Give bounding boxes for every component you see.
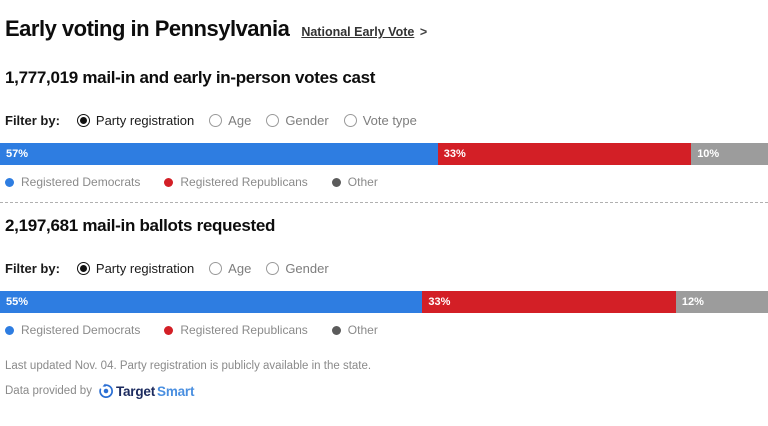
legend-label: Registered Democrats	[21, 323, 141, 337]
legend-item-democrats: Registered Democrats	[5, 323, 140, 337]
dashed-divider	[0, 202, 768, 203]
bar-segment-democrats: 55%	[0, 291, 423, 313]
last-updated-note: Last updated Nov. 04. Party registration…	[5, 360, 372, 372]
votes-cast-filter-row: Filter by: Party registration Age Gender…	[5, 113, 768, 128]
bar-segment-other: 10%	[691, 143, 768, 165]
filter-option-label: Age	[228, 113, 252, 128]
filter-option-label: Party registration	[95, 261, 195, 276]
filter-option-party-registration[interactable]: Party registration	[76, 113, 195, 128]
filter-option-label: Gender	[285, 113, 329, 128]
legend-item-republicans: Registered Republicans	[164, 323, 308, 337]
filter-option-label: Gender	[285, 261, 329, 276]
republican-dot-icon	[164, 177, 174, 187]
democrat-dot-icon	[5, 325, 14, 335]
provider-row: Data provided by Target Smart	[5, 383, 768, 399]
ballots-requested-legend: Registered Democrats Registered Republic…	[5, 323, 768, 337]
legend-label: Registered Democrats	[21, 175, 141, 189]
radio-icon	[343, 114, 357, 127]
legend-item-republicans: Registered Republicans	[164, 175, 308, 189]
header: Early voting in Pennsylvania National Ea…	[0, 0, 768, 42]
page-title: Early voting in Pennsylvania	[5, 16, 290, 41]
bar-segment-value: 12%	[681, 296, 704, 308]
filter-option-party-registration[interactable]: Party registration	[76, 261, 195, 276]
radio-icon	[209, 114, 223, 127]
legend-item-other: Other	[331, 323, 378, 337]
radio-icon	[76, 262, 90, 275]
ballots-requested-section: 2,197,681 mail-in ballots requested Filt…	[0, 216, 768, 337]
republican-dot-icon	[164, 325, 174, 335]
votes-cast-stacked-bar: 57% 33% 10%	[0, 143, 768, 165]
radio-icon	[209, 262, 223, 275]
bar-segment-democrats: 57%	[0, 143, 438, 165]
radio-icon	[76, 114, 90, 127]
filter-option-label: Party registration	[95, 113, 195, 128]
other-dot-icon	[331, 325, 341, 335]
provider-prefix: Data provided by	[5, 385, 92, 397]
filter-option-gender[interactable]: Gender	[266, 261, 329, 276]
filter-option-vote-type[interactable]: Vote type	[343, 113, 417, 128]
bar-segment-value: 33%	[428, 296, 451, 308]
targetsmart-swirl-icon	[99, 383, 113, 398]
legend-label: Other	[347, 323, 378, 337]
votes-cast-headline: 1,777,019 mail-in and early in-person vo…	[5, 68, 376, 87]
filter-option-age[interactable]: Age	[209, 261, 251, 276]
legend-label: Registered Republicans	[180, 323, 308, 337]
filter-option-label: Vote type	[362, 113, 417, 128]
ballots-requested-headline: 2,197,681 mail-in ballots requested	[5, 216, 276, 235]
bar-segment-value: 55%	[6, 296, 29, 308]
filter-by-label: Filter by:	[5, 113, 60, 128]
bar-segment-republicans: 33%	[422, 291, 676, 313]
legend-item-other: Other	[331, 175, 378, 189]
filter-option-gender[interactable]: Gender	[266, 113, 329, 128]
legend-label: Registered Republicans	[180, 175, 308, 189]
votes-cast-section: 1,777,019 mail-in and early in-person vo…	[0, 68, 768, 189]
national-early-vote-link[interactable]: National Early Vote >	[301, 25, 427, 39]
filter-option-label: Age	[228, 261, 252, 276]
filter-by-label: Filter by:	[5, 261, 60, 276]
radio-icon	[266, 114, 280, 127]
early-vote-widget: Early voting in Pennsylvania National Ea…	[0, 0, 768, 399]
bar-segment-other: 12%	[675, 291, 768, 313]
bar-segment-value: 33%	[443, 148, 466, 160]
chevron-right-icon: >	[419, 25, 428, 39]
targetsmart-logo-smart: Smart	[157, 383, 195, 399]
bar-segment-value: 10%	[697, 148, 720, 160]
national-early-vote-link-label: National Early Vote	[301, 25, 415, 39]
bar-segment-republicans: 33%	[437, 143, 692, 165]
filter-option-age[interactable]: Age	[209, 113, 251, 128]
other-dot-icon	[331, 177, 341, 187]
votes-cast-legend: Registered Democrats Registered Republic…	[5, 175, 768, 189]
radio-icon	[266, 262, 280, 275]
legend-item-democrats: Registered Democrats	[5, 175, 140, 189]
ballots-requested-stacked-bar: 55% 33% 12%	[0, 291, 768, 313]
ballots-requested-filter-row: Filter by: Party registration Age Gender	[5, 261, 768, 276]
bar-segment-value: 57%	[6, 148, 29, 160]
targetsmart-logo[interactable]: Target Smart	[98, 383, 194, 399]
democrat-dot-icon	[5, 177, 14, 187]
targetsmart-logo-target: Target	[115, 383, 156, 399]
legend-label: Other	[347, 175, 378, 189]
